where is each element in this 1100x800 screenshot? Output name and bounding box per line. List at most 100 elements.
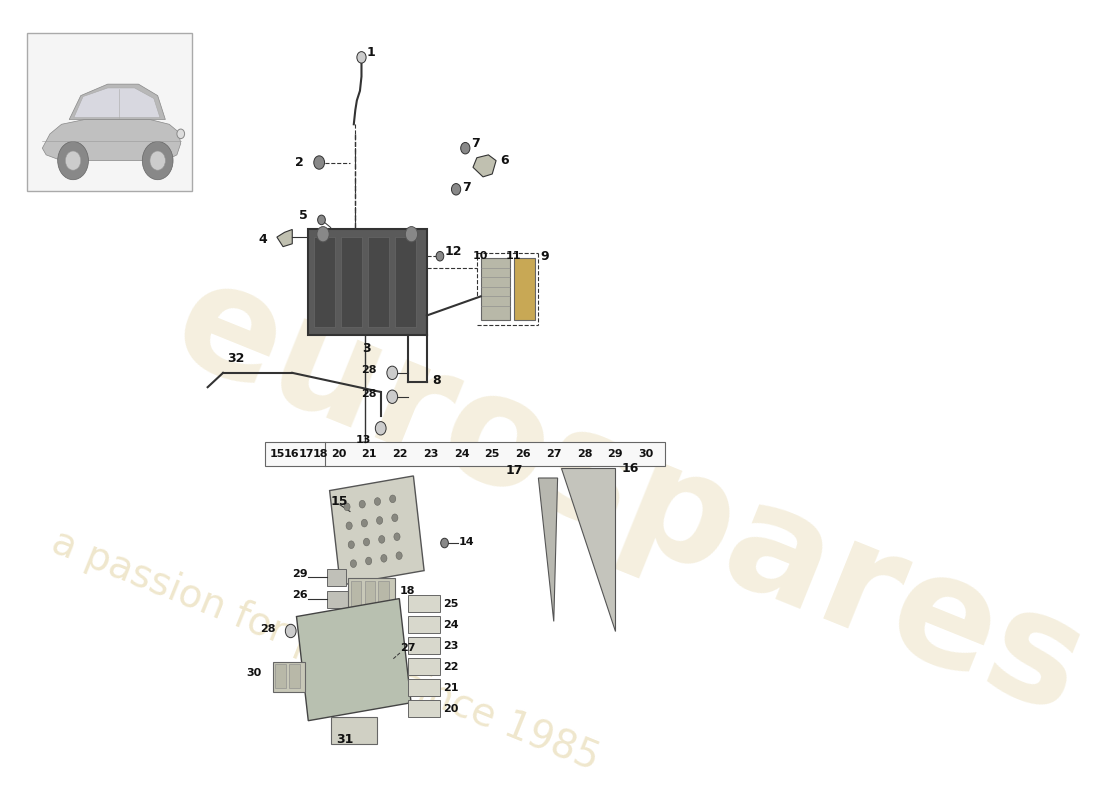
Text: 29: 29 bbox=[292, 569, 308, 578]
Bar bbox=[265, 442, 666, 466]
Text: 16: 16 bbox=[621, 462, 639, 475]
Circle shape bbox=[376, 517, 383, 524]
Text: 23: 23 bbox=[443, 642, 459, 651]
Text: 28: 28 bbox=[362, 389, 377, 399]
Text: 21: 21 bbox=[362, 449, 377, 459]
Text: 4: 4 bbox=[258, 233, 267, 246]
Bar bbox=[514, 258, 536, 320]
Bar bbox=[289, 665, 300, 688]
Text: 17: 17 bbox=[506, 464, 522, 477]
Circle shape bbox=[349, 541, 354, 549]
Bar bbox=[408, 658, 440, 675]
Bar bbox=[351, 582, 362, 608]
Text: 30: 30 bbox=[638, 449, 653, 459]
Text: 29: 29 bbox=[607, 449, 624, 459]
Circle shape bbox=[350, 560, 356, 567]
Bar bbox=[367, 237, 389, 327]
Text: 20: 20 bbox=[443, 704, 459, 714]
Text: 26: 26 bbox=[292, 590, 308, 600]
Circle shape bbox=[285, 624, 296, 638]
Circle shape bbox=[65, 151, 80, 170]
Circle shape bbox=[441, 538, 449, 548]
Circle shape bbox=[378, 535, 385, 543]
Bar bbox=[408, 594, 440, 612]
Text: 10: 10 bbox=[473, 251, 488, 262]
Polygon shape bbox=[473, 155, 496, 177]
Circle shape bbox=[394, 533, 400, 541]
Text: 15: 15 bbox=[270, 449, 285, 459]
Text: 30: 30 bbox=[246, 668, 262, 678]
Polygon shape bbox=[277, 230, 293, 246]
Circle shape bbox=[375, 422, 386, 435]
Polygon shape bbox=[42, 119, 180, 161]
Text: 12: 12 bbox=[444, 245, 462, 258]
Circle shape bbox=[57, 142, 88, 180]
Bar bbox=[308, 230, 427, 334]
Text: 25: 25 bbox=[484, 449, 499, 459]
Bar bbox=[327, 591, 349, 608]
Text: 28: 28 bbox=[362, 365, 377, 375]
Text: 20: 20 bbox=[331, 449, 346, 459]
Circle shape bbox=[387, 366, 397, 379]
Bar bbox=[275, 665, 286, 688]
Circle shape bbox=[389, 495, 396, 502]
Text: 2: 2 bbox=[295, 156, 304, 169]
Circle shape bbox=[405, 226, 418, 242]
Bar bbox=[378, 582, 389, 608]
Circle shape bbox=[363, 538, 370, 546]
Circle shape bbox=[451, 183, 461, 195]
Circle shape bbox=[374, 498, 381, 506]
Circle shape bbox=[346, 522, 352, 530]
Bar bbox=[408, 637, 440, 654]
Circle shape bbox=[392, 514, 398, 522]
Circle shape bbox=[361, 519, 367, 527]
Circle shape bbox=[150, 151, 165, 170]
Text: 16: 16 bbox=[284, 449, 299, 459]
Text: 25: 25 bbox=[443, 599, 459, 610]
Bar bbox=[408, 616, 440, 633]
Circle shape bbox=[317, 226, 329, 242]
Circle shape bbox=[360, 500, 365, 508]
Text: 8: 8 bbox=[432, 374, 441, 387]
Text: 6: 6 bbox=[499, 154, 508, 167]
Circle shape bbox=[356, 52, 366, 63]
Text: 24: 24 bbox=[454, 449, 470, 459]
Text: 9: 9 bbox=[541, 250, 549, 262]
Circle shape bbox=[365, 557, 372, 565]
Bar bbox=[331, 717, 377, 744]
Text: 14: 14 bbox=[459, 537, 475, 547]
Circle shape bbox=[461, 142, 470, 154]
Text: 3: 3 bbox=[363, 342, 371, 355]
Circle shape bbox=[344, 503, 350, 510]
Polygon shape bbox=[330, 476, 425, 586]
Text: 21: 21 bbox=[443, 683, 459, 694]
Text: 32: 32 bbox=[227, 352, 244, 365]
Circle shape bbox=[387, 390, 397, 403]
Text: 18: 18 bbox=[400, 586, 416, 596]
Text: 22: 22 bbox=[393, 449, 408, 459]
Circle shape bbox=[177, 129, 185, 138]
Text: 28: 28 bbox=[260, 624, 275, 634]
Text: eurospares: eurospares bbox=[154, 247, 1100, 747]
Bar bbox=[341, 237, 362, 327]
Bar bbox=[26, 34, 192, 191]
Circle shape bbox=[318, 215, 326, 225]
Circle shape bbox=[142, 142, 173, 180]
Text: 27: 27 bbox=[400, 643, 416, 653]
Text: 7: 7 bbox=[462, 181, 471, 194]
Bar bbox=[481, 258, 510, 320]
Bar bbox=[273, 662, 306, 692]
Bar bbox=[395, 237, 416, 327]
Bar bbox=[408, 700, 440, 717]
Text: 26: 26 bbox=[515, 449, 531, 459]
Circle shape bbox=[436, 251, 443, 261]
Polygon shape bbox=[538, 478, 558, 622]
Text: 31: 31 bbox=[336, 733, 353, 746]
Text: 15: 15 bbox=[331, 495, 349, 509]
Bar bbox=[327, 569, 346, 586]
Bar bbox=[349, 578, 395, 612]
Text: 28: 28 bbox=[576, 449, 592, 459]
Bar bbox=[408, 678, 440, 696]
Text: 18: 18 bbox=[314, 449, 329, 459]
Circle shape bbox=[314, 156, 324, 170]
